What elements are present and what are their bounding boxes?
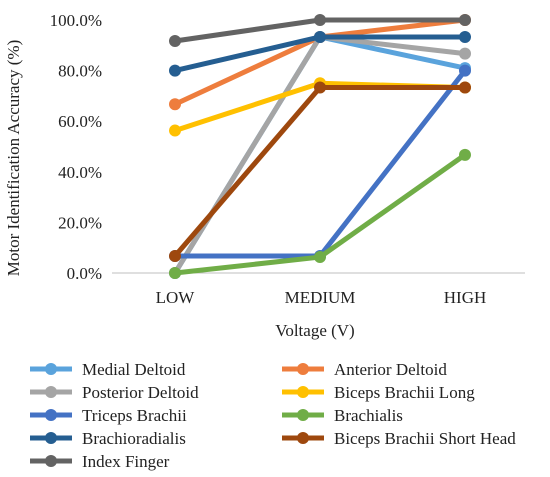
y-tick-label: 60.0% — [58, 112, 102, 131]
legend-item: Biceps Brachii Short Head — [282, 429, 516, 448]
data-point — [459, 47, 471, 60]
legend-label: Triceps Brachii — [82, 406, 187, 425]
data-point — [459, 81, 471, 94]
series-5 — [169, 148, 471, 279]
y-tick-label: 100.0% — [50, 11, 102, 30]
legend-item: Brachioradialis — [30, 429, 186, 448]
legend-label: Medial Deltoid — [82, 360, 186, 379]
legend-swatch-marker — [45, 455, 57, 467]
y-tick-label: 40.0% — [58, 163, 102, 182]
legend-label: Brachialis — [334, 406, 403, 425]
legend: Medial Deltoid Anterior Deltoid Posterior … — [30, 360, 516, 471]
data-point — [314, 81, 326, 94]
legend-label: Biceps Brachii Long — [334, 383, 475, 402]
series-7 — [169, 81, 471, 263]
legend-swatch-marker — [45, 432, 57, 444]
data-point — [169, 267, 181, 279]
legend-item: Brachialis — [282, 406, 403, 425]
legend-label: Anterior Deltoid — [334, 360, 447, 379]
x-axis-title: Voltage (V) — [275, 321, 354, 340]
x-tick-labels: LOW MEDIUM HIGH — [156, 288, 487, 307]
series-line — [172, 34, 468, 276]
legend-item: Index Finger — [30, 452, 170, 471]
legend-swatch-marker — [297, 363, 309, 375]
series-6 — [169, 30, 471, 77]
data-point — [459, 14, 471, 26]
y-tick-label: 0.0% — [67, 264, 102, 283]
y-axis-title: Motor Identification Accuracy (%) — [4, 40, 23, 277]
data-point — [314, 251, 326, 264]
legend-label: Brachioradialis — [82, 429, 186, 448]
data-point — [169, 250, 181, 263]
series-2 — [169, 30, 471, 279]
legend-swatch-marker — [45, 386, 57, 398]
data-point — [314, 30, 326, 43]
data-point — [459, 64, 471, 77]
series-group — [169, 14, 471, 279]
data-point — [169, 34, 181, 47]
y-axis-title-group: Motor Identification Accuracy (%) — [4, 40, 23, 277]
series-line — [172, 68, 468, 259]
legend-swatch-marker — [297, 409, 309, 421]
data-point — [459, 148, 471, 161]
legend-item: Biceps Brachii Long — [282, 383, 475, 402]
legend-swatch-marker — [45, 409, 57, 421]
legend-swatch-marker — [45, 363, 57, 375]
series-8 — [169, 14, 471, 47]
data-point — [169, 98, 181, 111]
series-0 — [169, 30, 471, 279]
legend-swatch-marker — [297, 432, 309, 444]
y-tick-label: 80.0% — [58, 62, 102, 81]
data-point — [459, 30, 471, 43]
legend-label: Index Finger — [82, 452, 170, 471]
legend-item: Anterior Deltoid — [282, 360, 447, 379]
series-line — [172, 34, 468, 276]
legend-label: Posterior Deltoid — [82, 383, 199, 402]
y-tick-labels: 0.0% 20.0% 40.0% 60.0% 80.0% 100.0% — [50, 11, 102, 283]
series-4 — [169, 64, 471, 263]
data-point — [314, 14, 326, 26]
legend-item: Posterior Deltoid — [30, 383, 199, 402]
legend-item: Medial Deltoid — [30, 360, 186, 379]
legend-item: Triceps Brachii — [30, 406, 187, 425]
x-tick-label: LOW — [156, 288, 196, 307]
x-tick-label: HIGH — [444, 288, 487, 307]
data-point — [169, 124, 181, 137]
legend-swatch-marker — [297, 386, 309, 398]
legend-label: Biceps Brachii Short Head — [334, 429, 516, 448]
x-tick-label: MEDIUM — [285, 288, 356, 307]
data-point — [169, 64, 181, 77]
y-tick-label: 20.0% — [58, 213, 102, 232]
series-line — [172, 85, 468, 259]
